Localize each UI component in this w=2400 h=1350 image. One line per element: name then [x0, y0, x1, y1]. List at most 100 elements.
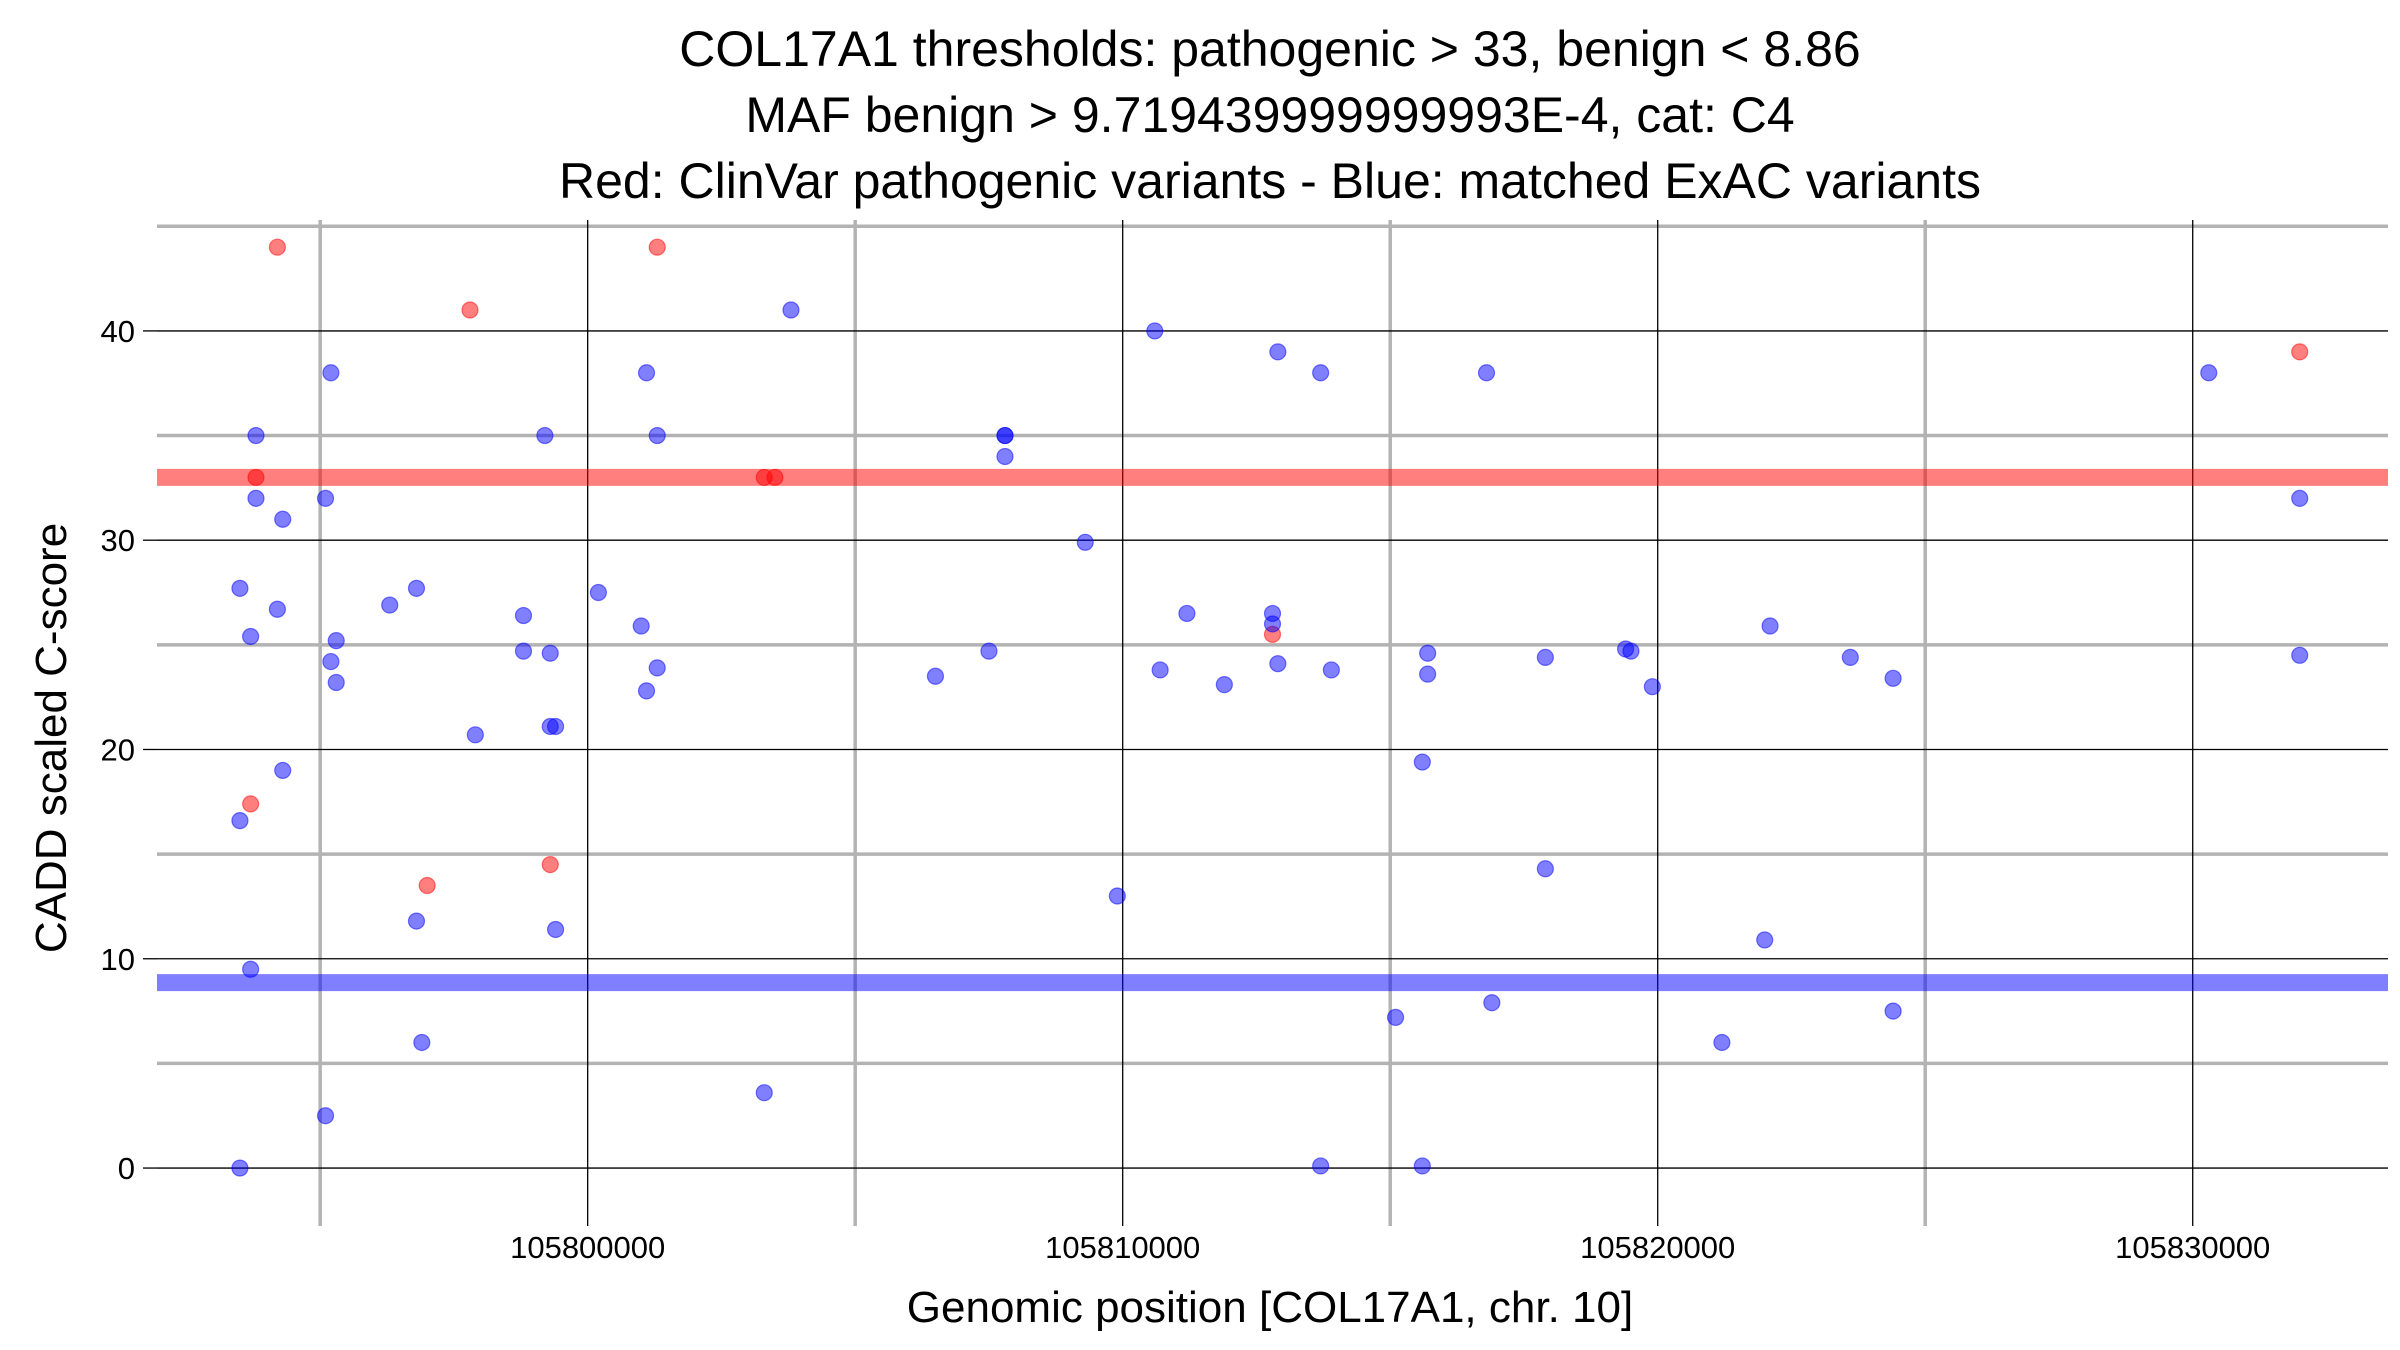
- data-point: [648, 426, 666, 445]
- data-point: [1419, 644, 1437, 662]
- x-tick-label: 105800000: [510, 1230, 665, 1265]
- data-point: [316, 489, 335, 507]
- data-point: [632, 617, 650, 635]
- title-line-1: COL17A1 thresholds: pathogenic > 33, ben…: [679, 21, 1860, 77]
- data-point: [381, 596, 399, 614]
- data-point: [980, 642, 998, 660]
- data-point: [1841, 648, 1859, 667]
- data-point: [1643, 678, 1661, 696]
- data-point: [1884, 669, 1902, 687]
- data-point: [637, 682, 656, 700]
- data-point: [413, 1033, 431, 1052]
- y-tick-label: 20: [101, 732, 135, 767]
- benign-series: [231, 301, 2309, 1177]
- data-point: [514, 642, 533, 660]
- data-point: [242, 795, 260, 813]
- data-point: [1146, 322, 1164, 340]
- data-point: [1761, 617, 1779, 635]
- data-points: [231, 238, 2309, 1177]
- title-line-2: MAF benign > 9.719439999999993E-4, cat: …: [745, 87, 1794, 143]
- data-point: [514, 606, 533, 625]
- data-point: [327, 632, 345, 650]
- grid: [157, 220, 2388, 1212]
- data-point: [648, 659, 666, 677]
- data-point: [1536, 648, 1554, 667]
- data-point: [322, 652, 340, 671]
- data-point: [1477, 364, 1496, 382]
- data-point: [247, 489, 265, 507]
- data-point: [1413, 1157, 1431, 1175]
- data-point: [247, 468, 265, 487]
- data-point: [546, 717, 565, 736]
- data-point: [637, 364, 656, 382]
- data-point: [2200, 364, 2218, 382]
- data-point: [466, 726, 484, 744]
- data-point: [461, 301, 479, 319]
- chart-title: COL17A1 thresholds: pathogenic > 33, ben…: [559, 21, 1981, 209]
- data-point: [274, 510, 292, 528]
- pathogenic-series: [242, 238, 2309, 895]
- threshold-lines: [157, 468, 2388, 992]
- data-point: [418, 876, 436, 895]
- data-point: [1483, 994, 1501, 1012]
- data-point: [316, 1107, 335, 1125]
- y-axis-ticks: 0 10 20 30 40: [101, 314, 157, 1186]
- data-point: [1178, 604, 1196, 623]
- data-point: [1622, 642, 1640, 660]
- title-line-3: Red: ClinVar pathogenic variants - Blue:…: [559, 153, 1981, 209]
- x-axis-title: Genomic position [COL17A1, chr. 10]: [907, 1283, 1633, 1332]
- data-point: [242, 960, 260, 978]
- data-point: [231, 1159, 249, 1177]
- data-point: [1312, 1157, 1330, 1175]
- data-point: [2291, 343, 2309, 361]
- data-point: [926, 667, 945, 685]
- data-point: [1713, 1033, 1731, 1052]
- data-point: [546, 920, 565, 939]
- x-tick-label: 105810000: [1045, 1230, 1200, 1265]
- data-point: [1419, 665, 1437, 683]
- data-point: [1312, 364, 1330, 382]
- data-point: [407, 912, 426, 930]
- x-tick-label: 105830000: [2115, 1230, 2270, 1265]
- data-point: [541, 855, 559, 874]
- data-point: [1263, 615, 1282, 633]
- x-axis-ticks: 105800000 105810000 105820000 105830000: [318, 1212, 2270, 1265]
- data-point: [1269, 343, 1287, 361]
- data-point: [247, 426, 265, 445]
- data-point: [231, 812, 249, 830]
- y-tick-label: 10: [101, 942, 135, 977]
- data-point: [648, 238, 666, 256]
- data-point: [755, 1084, 773, 1102]
- data-point: [2291, 489, 2309, 507]
- data-point: [268, 600, 286, 618]
- data-point: [1076, 533, 1094, 551]
- data-point: [782, 301, 800, 319]
- data-point: [589, 583, 607, 602]
- data-point: [322, 364, 340, 382]
- data-point: [1269, 655, 1287, 673]
- data-point: [1215, 676, 1233, 694]
- y-axis-title: CADD scaled C-score: [27, 523, 76, 953]
- data-point: [1756, 931, 1774, 949]
- data-point: [2291, 646, 2309, 664]
- data-point: [1108, 887, 1126, 905]
- data-point: [1413, 753, 1431, 771]
- data-point: [407, 579, 426, 597]
- data-point: [1536, 860, 1554, 878]
- data-point: [996, 426, 1014, 445]
- data-point: [274, 761, 292, 780]
- data-point: [766, 468, 784, 487]
- data-point: [1151, 661, 1169, 679]
- y-tick-label: 40: [101, 314, 135, 349]
- y-tick-label: 0: [118, 1151, 135, 1186]
- data-point: [541, 644, 559, 662]
- data-point: [242, 627, 260, 646]
- data-point: [996, 447, 1014, 466]
- y-tick-label: 30: [101, 523, 135, 558]
- data-point: [231, 579, 249, 597]
- data-point: [268, 238, 286, 256]
- data-point: [1386, 1008, 1405, 1026]
- data-point: [1322, 661, 1340, 679]
